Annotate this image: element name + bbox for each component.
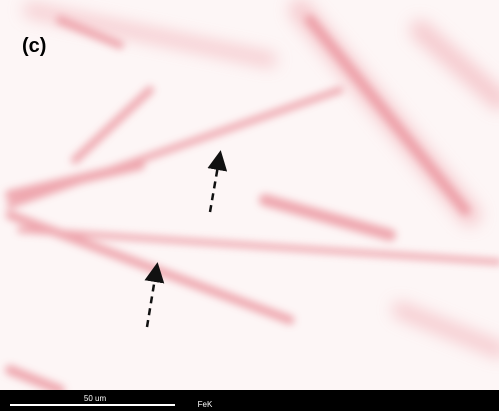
- panel-label: (c): [22, 35, 46, 57]
- eds-map-figure: (c) 50 um FeK: [0, 0, 499, 411]
- scale-label: 50 um: [84, 394, 107, 403]
- info-bar: [0, 390, 499, 411]
- element-label: FeK: [198, 400, 213, 409]
